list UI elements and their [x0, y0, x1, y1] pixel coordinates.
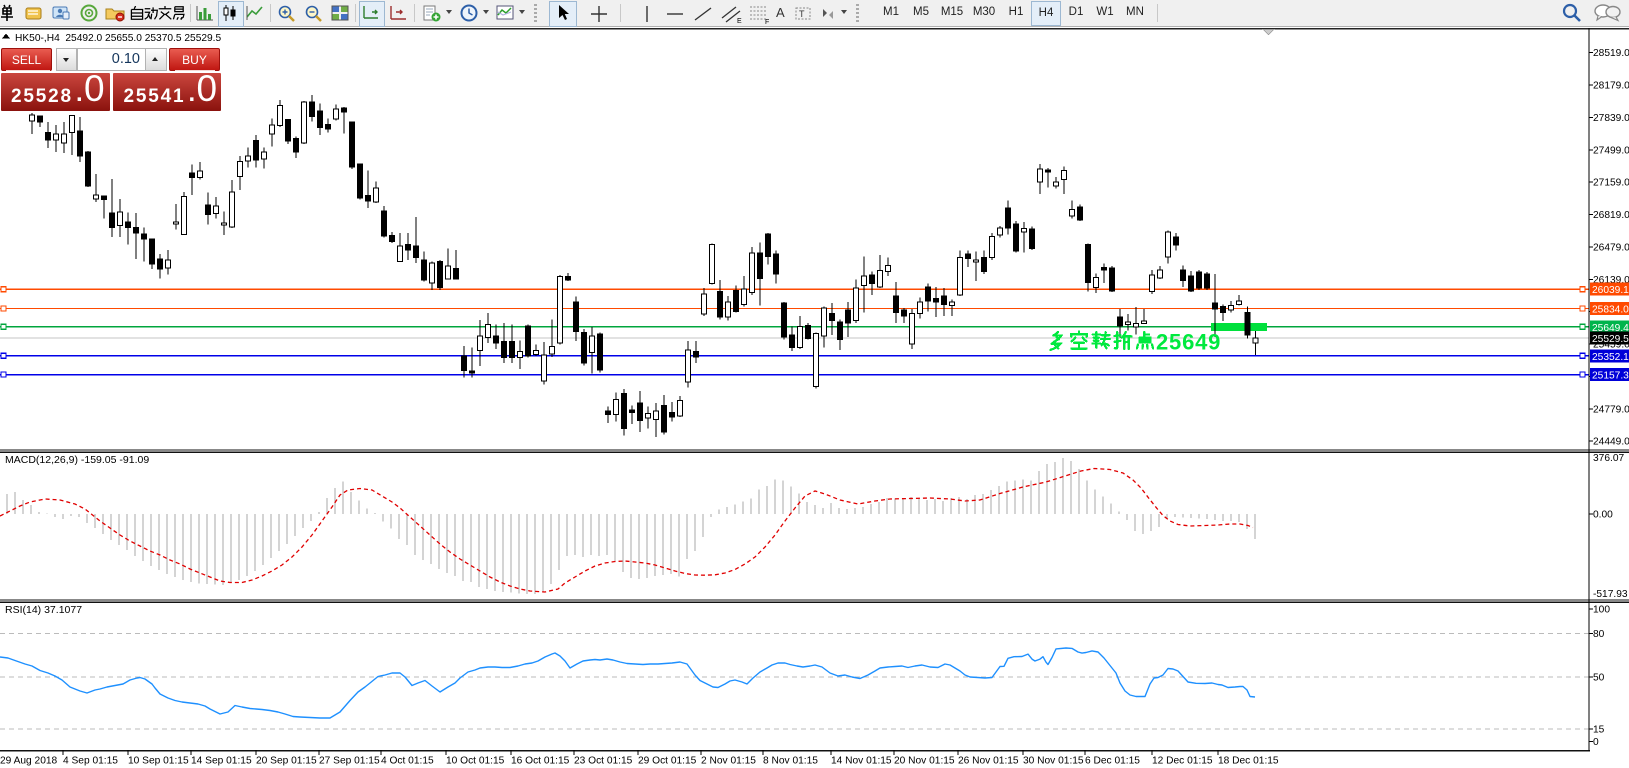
svg-text:6 Dec 01:15: 6 Dec 01:15 [1085, 756, 1140, 767]
svg-text:2 Nov 01:15: 2 Nov 01:15 [701, 756, 756, 767]
svg-text:0: 0 [1593, 737, 1599, 748]
svg-text:26819.0: 26819.0 [1593, 210, 1629, 221]
svg-text:F: F [765, 19, 769, 25]
svg-text:10 Sep 01:15: 10 Sep 01:15 [128, 756, 189, 767]
svg-text:MACD(12,26,9) -159.05 -91.09: MACD(12,26,9) -159.05 -91.09 [5, 454, 149, 466]
svg-text:HK50-,H4 25492.0 25655.0 2537: HK50-,H4 25492.0 25655.0 25370.5 25529.5 [15, 33, 222, 44]
svg-text:10 Oct 01:15: 10 Oct 01:15 [446, 756, 505, 767]
svg-text:27 Sep 01:15: 27 Sep 01:15 [319, 756, 380, 767]
svg-text:80: 80 [1593, 629, 1605, 640]
svg-text:20 Sep 01:15: 20 Sep 01:15 [256, 756, 317, 767]
svg-text:15: 15 [1593, 725, 1605, 736]
svg-text:8 Nov 01:15: 8 Nov 01:15 [763, 756, 818, 767]
svg-text:4 Oct 01:15: 4 Oct 01:15 [381, 756, 434, 767]
svg-text:27159.0: 27159.0 [1593, 178, 1629, 189]
svg-text:23 Oct 01:15: 23 Oct 01:15 [574, 756, 633, 767]
svg-text:14 Nov 01:15: 14 Nov 01:15 [831, 756, 892, 767]
svg-text:25459.0: 25459.0 [1593, 340, 1629, 351]
svg-text:29 Aug 2018: 29 Aug 2018 [0, 756, 58, 767]
svg-text:14 Sep 01:15: 14 Sep 01:15 [191, 756, 252, 767]
svg-text:25352.1: 25352.1 [1592, 352, 1629, 363]
svg-text:27499.0: 27499.0 [1593, 145, 1629, 156]
svg-text:25157.3: 25157.3 [1592, 371, 1629, 382]
svg-text:25529.5: 25529.5 [1592, 334, 1629, 345]
svg-text:24449.0: 24449.0 [1593, 437, 1629, 448]
svg-text:T: T [799, 9, 805, 19]
svg-text:18 Dec 01:15: 18 Dec 01:15 [1218, 756, 1279, 767]
svg-text:RSI(14) 37.1077: RSI(14) 37.1077 [5, 604, 82, 616]
svg-text:30 Nov 01:15: 30 Nov 01:15 [1023, 756, 1084, 767]
svg-text:28179.0: 28179.0 [1593, 81, 1629, 92]
svg-text:-517.93: -517.93 [1593, 589, 1628, 600]
svg-text:26039.1: 26039.1 [1592, 285, 1629, 296]
svg-text:26479.0: 26479.0 [1593, 242, 1629, 253]
svg-text:12 Dec 01:15: 12 Dec 01:15 [1152, 756, 1213, 767]
svg-text:25649.4: 25649.4 [1592, 323, 1629, 334]
svg-text:24779.0: 24779.0 [1593, 404, 1629, 415]
svg-text:27839.0: 27839.0 [1593, 113, 1629, 124]
svg-text:4 Sep 01:15: 4 Sep 01:15 [63, 756, 118, 767]
svg-text:E: E [737, 18, 742, 25]
svg-text:16 Oct 01:15: 16 Oct 01:15 [511, 756, 570, 767]
svg-text:0.00: 0.00 [1593, 510, 1613, 521]
svg-text:100: 100 [1593, 605, 1610, 616]
svg-text:50: 50 [1593, 673, 1605, 684]
svg-text:376.07: 376.07 [1593, 453, 1624, 464]
svg-text:26 Nov 01:15: 26 Nov 01:15 [958, 756, 1019, 767]
svg-text:25649: 25649 [1156, 330, 1221, 355]
svg-text:26139.0: 26139.0 [1593, 275, 1629, 286]
svg-text:29 Oct 01:15: 29 Oct 01:15 [638, 756, 697, 767]
svg-text:25834.0: 25834.0 [1592, 305, 1629, 316]
svg-text:20 Nov 01:15: 20 Nov 01:15 [894, 756, 955, 767]
svg-text:28519.0: 28519.0 [1593, 48, 1629, 59]
